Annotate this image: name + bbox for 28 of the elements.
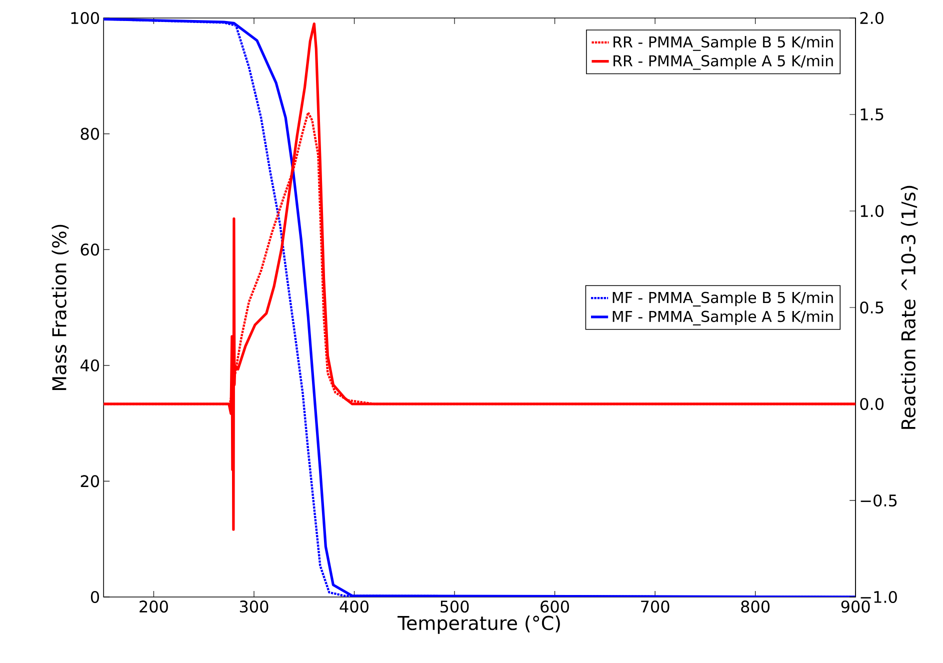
y-tick-label: 60 <box>80 244 99 256</box>
x-tick-label: 500 <box>440 600 469 613</box>
x-tick-label: 300 <box>240 600 268 613</box>
legend-label: MF - PMMA_Sample B 5 K/min <box>612 292 833 307</box>
y-axis-title: Mass Fraction (%) <box>52 224 69 390</box>
y-tick-label: 100 <box>71 12 99 24</box>
x-tick-label: 200 <box>140 600 168 613</box>
x-tick-label: 800 <box>741 600 770 613</box>
y-tick-label: 20 <box>80 475 99 488</box>
y-tick-label: 0 <box>90 590 100 604</box>
x-tick-label: 700 <box>641 600 670 613</box>
x-tick-label: 400 <box>340 600 368 613</box>
y-tick-label: 80 <box>80 128 99 140</box>
y2-tick-label: 1.0 <box>860 204 884 218</box>
y-tick-label: 40 <box>80 359 99 372</box>
y2-axis-title: Reaction Rate ^10-3 (1/s) <box>900 186 918 429</box>
legend-label: MF - PMMA_Sample A 5 K/min <box>612 310 833 326</box>
legend-label: RR - PMMA_Sample A 5 K/min <box>614 54 833 70</box>
y2-tick-label: 0.5 <box>860 301 884 314</box>
y2-tick-label: 1.5 <box>860 108 884 120</box>
y2-tick-label: 2.0 <box>860 12 884 24</box>
y2-tick-label: −1.0 <box>860 590 897 604</box>
x-tick-label: 900 <box>841 600 870 613</box>
x-tick-label: 600 <box>540 600 569 613</box>
y2-tick-label: 0.0 <box>860 398 884 410</box>
x-axis-title: Temperature (°C) <box>398 615 560 634</box>
legend-label: RR - PMMA_Sample B 5 K/min <box>614 36 833 51</box>
y2-tick-label: −0.5 <box>860 494 897 507</box>
